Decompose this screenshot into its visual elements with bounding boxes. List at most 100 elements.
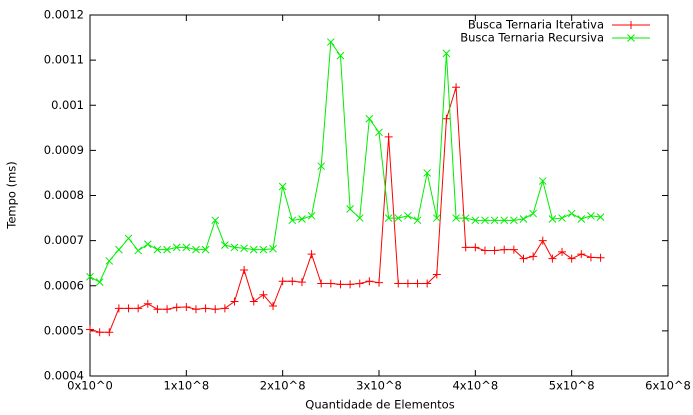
point-marker: [558, 247, 567, 256]
point-marker: [240, 265, 249, 274]
point-marker: [153, 245, 162, 254]
point-marker: [95, 278, 104, 286]
point-marker: [384, 214, 393, 222]
point-marker: [586, 253, 595, 262]
point-marker: [413, 279, 422, 288]
point-marker: [480, 246, 489, 255]
point-marker: [461, 214, 470, 222]
point-marker: [220, 304, 229, 313]
x-tick-label: 6x10^8: [645, 379, 691, 393]
point-marker: [95, 328, 104, 337]
point-marker: [394, 279, 403, 288]
x-tick-label: 4x10^8: [452, 379, 498, 393]
point-marker: [355, 214, 364, 222]
point-marker: [500, 245, 509, 254]
point-marker: [577, 215, 586, 223]
point-marker: [432, 214, 441, 222]
point-marker: [288, 216, 297, 225]
point-marker: [548, 254, 557, 263]
point-marker: [490, 246, 499, 255]
point-marker: [346, 205, 354, 213]
y-tick-label: 0.0004: [44, 369, 84, 383]
point-marker: [567, 254, 576, 263]
point-marker: [298, 215, 306, 223]
point-marker: [326, 279, 335, 288]
y-tick-label: 0.0005: [44, 323, 84, 337]
point-marker: [384, 132, 393, 141]
y-tick-label: 0.0006: [44, 278, 84, 292]
point-marker: [297, 278, 306, 287]
point-marker: [153, 305, 162, 314]
point-marker: [191, 305, 200, 314]
point-marker: [278, 182, 287, 191]
y-tick-label: 0.0007: [44, 233, 84, 247]
point-marker: [307, 250, 316, 259]
y-tick-label: 0.001: [51, 98, 84, 112]
point-marker: [403, 279, 412, 288]
point-marker: [114, 304, 123, 313]
point-marker: [558, 214, 566, 222]
point-marker: [529, 209, 537, 218]
point-marker: [124, 304, 133, 313]
series-line: [89, 40, 601, 283]
point-marker: [519, 215, 528, 223]
point-marker: [221, 241, 229, 249]
point-marker: [182, 243, 191, 252]
point-marker: [375, 128, 383, 137]
point-marker: [442, 49, 451, 58]
point-marker: [346, 280, 355, 289]
x-tick-label: 1x10^8: [163, 379, 209, 393]
point-marker: [105, 328, 114, 337]
x-tick-label: 3x10^8: [356, 379, 402, 393]
y-tick-label: 0.0012: [44, 8, 84, 22]
x-tick-label: 0x10^0: [67, 379, 113, 393]
x-axis-label: Quantidade de Elementos: [305, 398, 454, 412]
point-marker: [143, 240, 152, 249]
point-marker: [365, 277, 374, 286]
point-marker: [317, 162, 326, 171]
point-marker: [442, 114, 451, 123]
point-marker: [192, 245, 200, 254]
x-tick-label: 5x10^8: [549, 379, 595, 393]
point-marker: [134, 304, 143, 313]
point-marker: [490, 216, 499, 225]
point-marker: [627, 21, 635, 29]
point-marker: [230, 297, 239, 306]
point-marker: [500, 216, 509, 225]
y-tick-label: 0.0011: [44, 53, 84, 67]
point-marker: [432, 270, 441, 279]
point-marker: [461, 243, 470, 252]
point-marker: [86, 325, 94, 334]
point-marker: [519, 254, 528, 263]
point-marker: [124, 234, 133, 243]
point-marker: [211, 216, 220, 225]
point-marker: [596, 253, 605, 262]
point-marker: [259, 290, 268, 299]
point-marker: [548, 215, 557, 223]
y-tick-label: 0.0008: [44, 188, 84, 202]
point-marker: [404, 211, 412, 220]
x-tick-label: 2x10^8: [260, 379, 306, 393]
legend-label: Busca Ternaria Iterativa: [468, 18, 604, 32]
point-marker: [134, 246, 143, 255]
point-marker: [86, 272, 94, 281]
y-tick-label: 0.0009: [44, 143, 84, 157]
point-marker: [471, 243, 480, 252]
point-marker: [336, 51, 345, 60]
point-marker: [163, 245, 171, 254]
point-marker: [336, 280, 345, 289]
point-marker: [577, 250, 586, 259]
point-marker: [509, 245, 518, 254]
point-marker: [269, 302, 278, 311]
point-marker: [365, 114, 374, 123]
point-marker: [201, 304, 210, 313]
legend-label: Busca Ternaria Recursiva: [460, 31, 604, 45]
point-marker: [355, 279, 364, 288]
point-marker: [627, 34, 635, 42]
point-marker: [278, 277, 287, 286]
point-marker: [115, 245, 123, 254]
point-marker: [288, 277, 297, 286]
point-marker: [326, 38, 335, 46]
plot-border: [89, 14, 669, 377]
point-marker: [249, 297, 258, 306]
